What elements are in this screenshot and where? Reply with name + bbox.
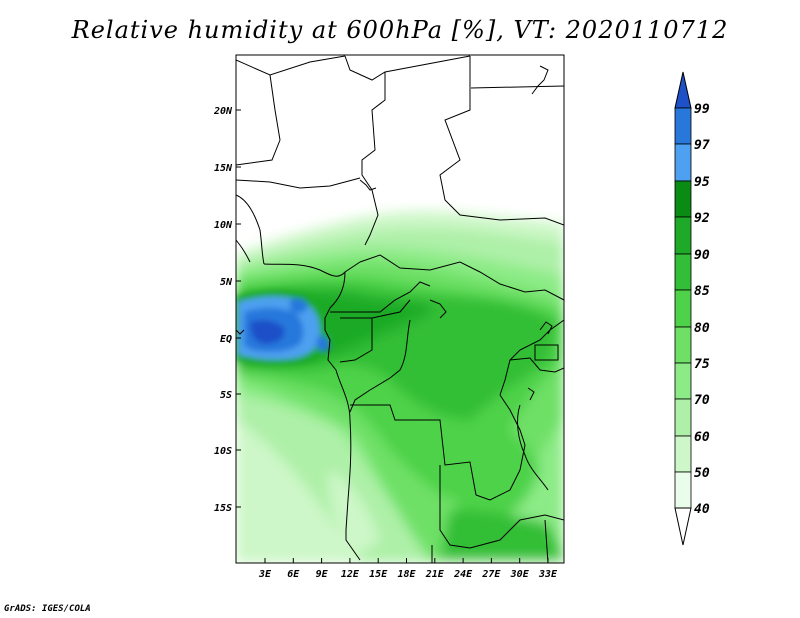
map-title: Relative humidity at 600hPa [%], VT: 202…	[71, 16, 729, 44]
longitude-axis: 3E 6E 9E 12E 15E 18E 21E 24E 27E 30E 33E	[258, 558, 558, 580]
lon-label: 12E	[341, 569, 360, 580]
colorbar-label: 95	[694, 175, 710, 190]
lat-label: 5S	[220, 390, 232, 401]
colorbar-top-arrow	[674, 71, 692, 109]
colorbar-segment	[674, 471, 692, 509]
colorbar-label: 90	[694, 248, 710, 263]
lon-label: 15E	[369, 569, 388, 580]
lon-label: 3E	[258, 569, 272, 580]
latitude-axis: 20N 15N 10N 5N EQ 5S 10S 15S	[213, 106, 241, 514]
lat-label: 20N	[213, 106, 233, 117]
lon-label: 30E	[510, 569, 530, 580]
colorbar-label: 40	[694, 502, 710, 517]
colorbar-label: 92	[694, 211, 710, 226]
colorbar-segment	[674, 326, 692, 364]
colorbar-label: 80	[694, 321, 710, 336]
colorbar-label: 60	[694, 430, 710, 445]
lon-label: 21E	[425, 569, 445, 580]
map-frame	[235, 54, 565, 564]
lon-label: 33E	[538, 569, 558, 580]
colorbar-segment	[674, 435, 692, 473]
colorbar-segment	[674, 143, 692, 182]
colorbar-segment	[674, 216, 692, 255]
colorbar-segment	[674, 180, 692, 218]
colorbar-label: 50	[694, 466, 710, 481]
colorbar-label: 97	[694, 138, 710, 153]
colorbar-segment	[674, 398, 692, 437]
lon-label: 6E	[287, 569, 300, 580]
colorbar-segment	[674, 253, 692, 291]
humidity-cores	[236, 290, 331, 365]
colorbar: 99 97 95 92 90 85 80 75 70 60 50 40	[674, 71, 710, 546]
colorbar-label: 85	[694, 284, 710, 299]
lon-label: 18E	[397, 569, 416, 580]
colorbar-segment	[674, 289, 692, 328]
lon-label: 27E	[481, 569, 501, 580]
colorbar-label: 99	[694, 102, 710, 117]
colorbar-segment	[674, 362, 692, 400]
boundaries	[236, 55, 564, 563]
lat-label: 10S	[214, 446, 232, 457]
lat-label: 15N	[214, 163, 233, 174]
lat-label: EQ	[220, 334, 232, 345]
colorbar-bottom-arrow	[674, 507, 692, 546]
lat-label: 15S	[214, 503, 232, 514]
lon-label: 9E	[316, 569, 329, 580]
colorbar-label: 75	[694, 357, 710, 372]
lat-label: 10N	[214, 220, 233, 231]
colorbar-segment	[674, 107, 692, 145]
lon-label: 24E	[453, 569, 473, 580]
lat-label: 5N	[220, 277, 233, 288]
humidity-map	[235, 54, 565, 564]
grads-credit: GrADS: IGES/COLA	[4, 604, 91, 614]
colorbar-label: 70	[694, 393, 710, 408]
